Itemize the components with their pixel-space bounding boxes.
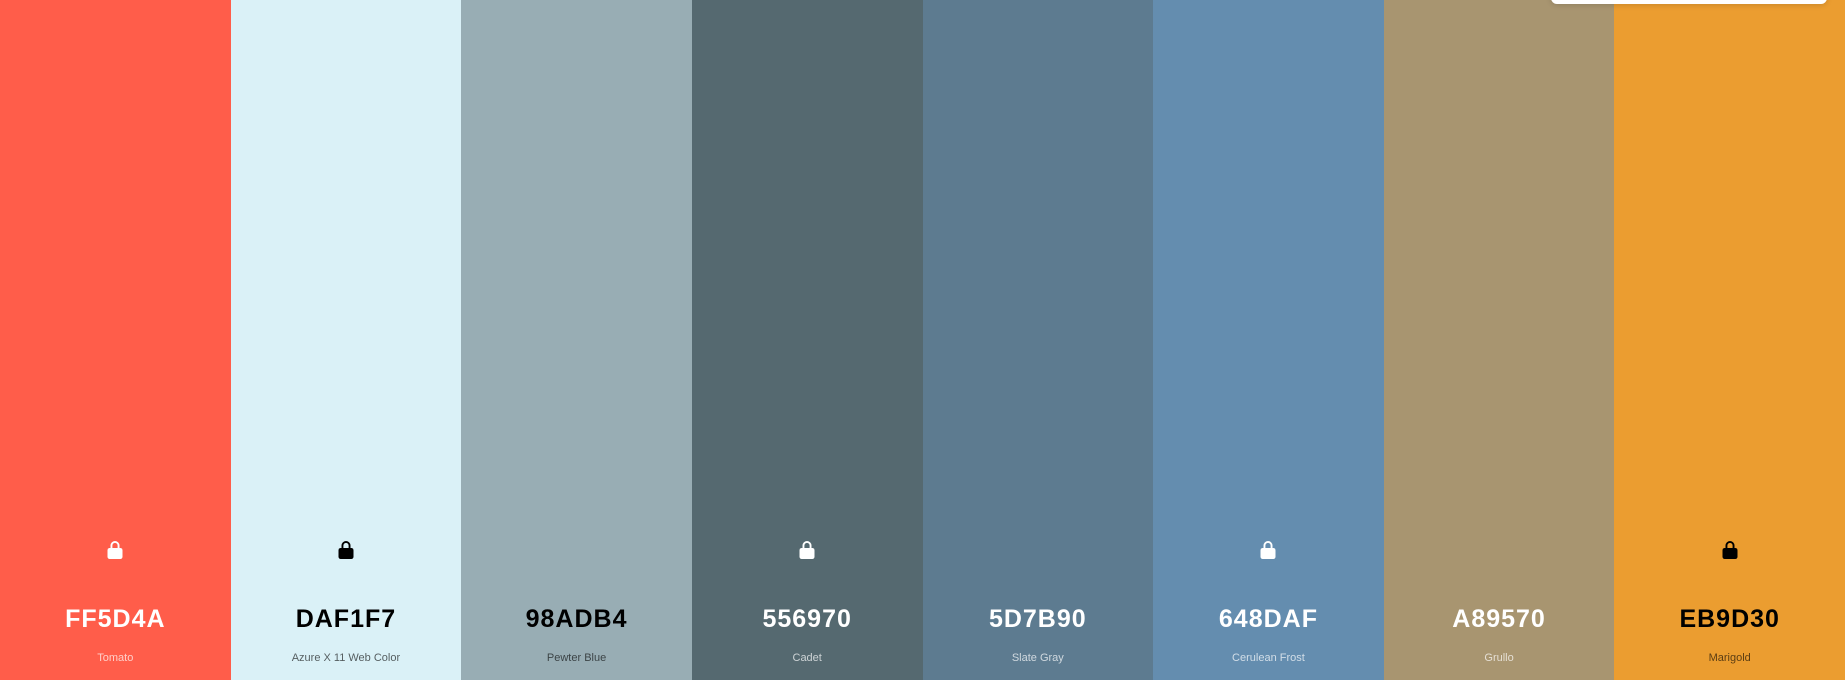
color-name: Cadet [792, 652, 822, 664]
hex-code[interactable]: EB9D30 [1679, 605, 1780, 633]
color-swatch-azure-x-11-web-color[interactable]: DAF1F7 Azure X 11 Web Color [230, 0, 462, 680]
hex-code[interactable]: DAF1F7 [295, 605, 397, 633]
color-name: Marigold [1708, 652, 1751, 664]
color-name: Slate Gray [1011, 652, 1064, 664]
lock-icon[interactable] [1259, 540, 1277, 560]
color-name: Tomato [97, 652, 134, 664]
color-swatch-pewter-blue[interactable]: 98ADB4 Pewter Blue [461, 0, 692, 680]
color-swatch-cerulean-frost[interactable]: 648DAF Cerulean Frost [1153, 0, 1384, 680]
lock-icon[interactable] [798, 540, 816, 560]
hex-code[interactable]: 98ADB4 [525, 605, 628, 633]
color-swatch-marigold[interactable]: EB9D30 Marigold [1614, 0, 1845, 680]
color-name: Cerulean Frost [1232, 652, 1305, 664]
color-name: Grullo [1484, 652, 1514, 664]
color-name: Pewter Blue [546, 652, 607, 664]
hex-code[interactable]: 648DAF [1218, 605, 1318, 633]
hex-code[interactable]: 556970 [762, 605, 852, 633]
color-name: Azure X 11 Web Color [291, 652, 401, 664]
color-swatch-grullo[interactable]: A89570 Grullo [1383, 0, 1615, 680]
color-swatch-cadet[interactable]: 556970 Cadet [691, 0, 923, 680]
lock-icon[interactable] [1721, 540, 1739, 560]
dropdown-panel-edge [1551, 0, 1827, 4]
hex-code[interactable]: FF5D4A [65, 605, 166, 633]
color-swatch-slate-gray[interactable]: 5D7B90 Slate Gray [922, 0, 1154, 680]
lock-icon[interactable] [337, 540, 355, 560]
hex-code[interactable]: A89570 [1452, 605, 1546, 633]
hex-code[interactable]: 5D7B90 [988, 605, 1087, 633]
color-swatch-tomato[interactable]: FF5D4A Tomato [0, 0, 231, 680]
lock-icon[interactable] [106, 540, 124, 560]
